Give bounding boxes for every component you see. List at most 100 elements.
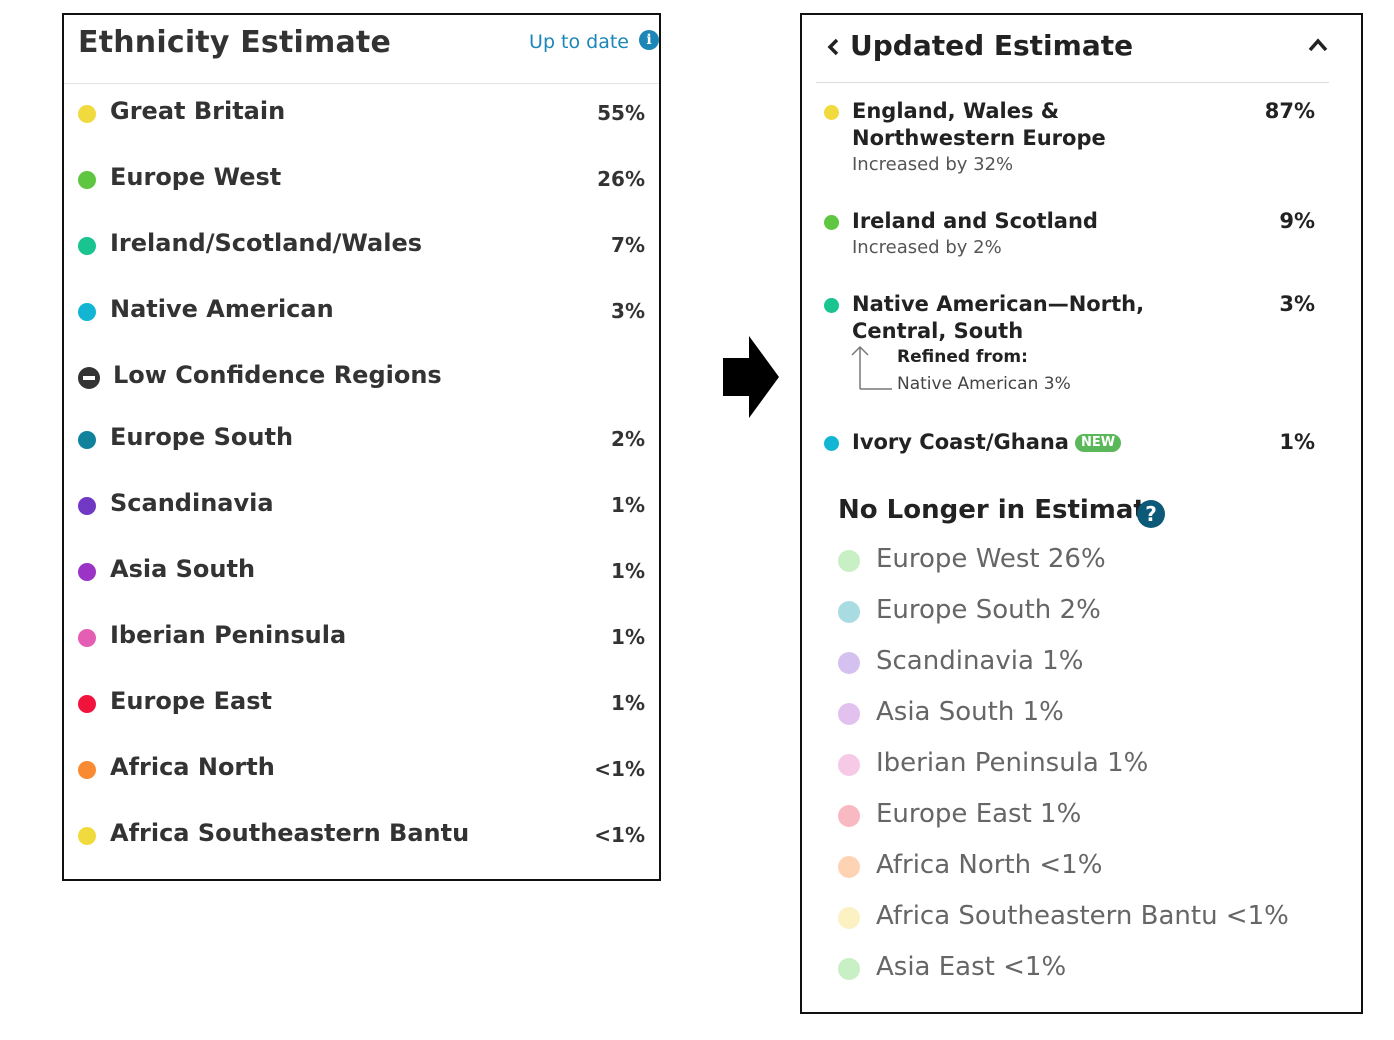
region-name: England, Wales & Northwestern Europe [852, 99, 1106, 150]
region-percent: 1% [611, 559, 645, 583]
removed-region-item: Africa Southeastern Bantu <1% [802, 898, 1361, 938]
low-confidence-label: Low Confidence Regions [113, 361, 442, 389]
chevron-left-icon[interactable] [826, 37, 840, 57]
removed-region-label: Africa Southeastern Bantu <1% [876, 901, 1289, 931]
minus-circle-icon[interactable] [78, 367, 100, 389]
region-name: Ireland/Scotland/Wales [110, 229, 423, 257]
no-longer-heading: No Longer in Estimate [838, 495, 1164, 525]
refined-arrow-icon [851, 345, 892, 390]
updated-region-item[interactable]: Native American—North, Central, South 3%… [802, 291, 1361, 401]
region-percent: 26% [597, 167, 645, 191]
region-color-dot [78, 629, 96, 647]
change-note: Increased by 32% [852, 154, 1014, 175]
region-name-wrap: Ivory Coast/Ghana NEW [852, 429, 1222, 456]
refined-from-label: Refined from: [897, 347, 1028, 367]
removed-region-item: Asia East <1% [802, 949, 1361, 989]
updated-region-item[interactable]: Ireland and Scotland 9% Increased by 2% [802, 208, 1361, 278]
region-color-dot [824, 215, 839, 230]
region-percent: 9% [1279, 209, 1315, 233]
region-percent: 7% [611, 233, 645, 257]
low-confidence-toggle[interactable]: Low Confidence Regions [64, 359, 659, 399]
region-name: Ivory Coast/Ghana [852, 430, 1069, 454]
region-color-dot [78, 761, 96, 779]
help-icon[interactable]: ? [1137, 500, 1165, 528]
region-color-dot [824, 298, 839, 313]
region-color-dot [78, 303, 96, 321]
updated-estimate-panel: Updated Estimate England, Wales & Northw… [800, 13, 1363, 1014]
region-color-dot [824, 105, 839, 120]
region-name: Scandinavia [110, 489, 274, 517]
region-name: Africa North [110, 753, 275, 781]
updated-region-item[interactable]: Ivory Coast/Ghana NEW 1% [802, 429, 1361, 461]
region-row[interactable]: Africa North <1% [64, 751, 659, 791]
removed-region-item: Europe South 2% [802, 592, 1361, 632]
region-row[interactable]: Scandinavia 1% [64, 487, 659, 527]
region-color-dot [838, 550, 860, 572]
region-row[interactable]: Europe West 26% [64, 161, 659, 201]
region-color-dot [838, 907, 860, 929]
region-name: Europe South [110, 423, 294, 451]
removed-region-label: Europe East 1% [876, 799, 1082, 829]
removed-region-label: Scandinavia 1% [876, 646, 1084, 676]
region-color-dot [78, 497, 96, 515]
up-to-date-link[interactable]: Up to date [529, 31, 629, 53]
region-color-dot [838, 703, 860, 725]
region-row[interactable]: Europe East 1% [64, 685, 659, 725]
region-row[interactable]: Ireland/Scotland/Wales 7% [64, 227, 659, 267]
refined-from-value: Native American 3% [897, 374, 1071, 394]
region-name: Great Britain [110, 97, 286, 125]
region-name: Europe West [110, 163, 282, 191]
panel-header: Updated Estimate [816, 15, 1329, 83]
region-name: Europe East [110, 687, 272, 715]
region-color-dot [838, 805, 860, 827]
arrow-right-icon [723, 336, 779, 418]
region-percent: <1% [594, 757, 645, 781]
region-name: Iberian Peninsula [110, 621, 347, 649]
region-color-dot [824, 436, 839, 451]
region-row[interactable]: Iberian Peninsula 1% [64, 619, 659, 659]
region-row[interactable]: Native American 3% [64, 293, 659, 333]
panel-title: Updated Estimate [850, 29, 1134, 62]
region-name: Native American [110, 295, 334, 323]
removed-region-item: Iberian Peninsula 1% [802, 745, 1361, 785]
removed-region-label: Iberian Peninsula 1% [876, 748, 1149, 778]
region-color-dot [838, 754, 860, 776]
region-name: Native American—North, Central, South [852, 292, 1145, 343]
removed-region-item: Scandinavia 1% [802, 643, 1361, 683]
change-note: Increased by 2% [852, 237, 1002, 258]
new-badge: NEW [1074, 434, 1122, 452]
region-color-dot [78, 431, 96, 449]
region-percent: 1% [611, 691, 645, 715]
region-color-dot [78, 171, 96, 189]
region-color-dot [838, 601, 860, 623]
panel-header: Ethnicity Estimate Up to date i [64, 15, 659, 84]
region-color-dot [838, 856, 860, 878]
region-percent: 87% [1264, 99, 1315, 123]
region-color-dot [78, 827, 96, 845]
region-percent: 1% [611, 625, 645, 649]
chevron-up-icon[interactable] [1307, 37, 1329, 53]
region-row[interactable]: Great Britain 55% [64, 95, 659, 135]
region-percent: 3% [611, 299, 645, 323]
info-icon[interactable]: i [639, 30, 659, 50]
removed-region-item: Europe East 1% [802, 796, 1361, 836]
panel-title: Ethnicity Estimate [78, 25, 392, 60]
removed-region-label: Europe South 2% [876, 595, 1101, 625]
region-name: Ireland and Scotland [852, 209, 1098, 233]
region-percent: 2% [611, 427, 645, 451]
region-name: Africa Southeastern Bantu [110, 819, 470, 847]
removed-region-label: Africa North <1% [876, 850, 1103, 880]
region-color-dot [78, 563, 96, 581]
removed-region-item: Europe West 26% [802, 541, 1361, 581]
region-row[interactable]: Asia South 1% [64, 553, 659, 593]
region-percent: 3% [1279, 292, 1315, 316]
region-row[interactable]: Africa Southeastern Bantu <1% [64, 817, 659, 857]
region-row[interactable]: Europe South 2% [64, 421, 659, 461]
removed-region-label: Asia South 1% [876, 697, 1064, 727]
region-percent: 55% [597, 101, 645, 125]
updated-region-item[interactable]: England, Wales & Northwestern Europe 87%… [802, 98, 1361, 198]
removed-region-label: Europe West 26% [876, 544, 1106, 574]
region-percent: <1% [594, 823, 645, 847]
removed-region-item: Asia South 1% [802, 694, 1361, 734]
region-name: Asia South [110, 555, 256, 583]
